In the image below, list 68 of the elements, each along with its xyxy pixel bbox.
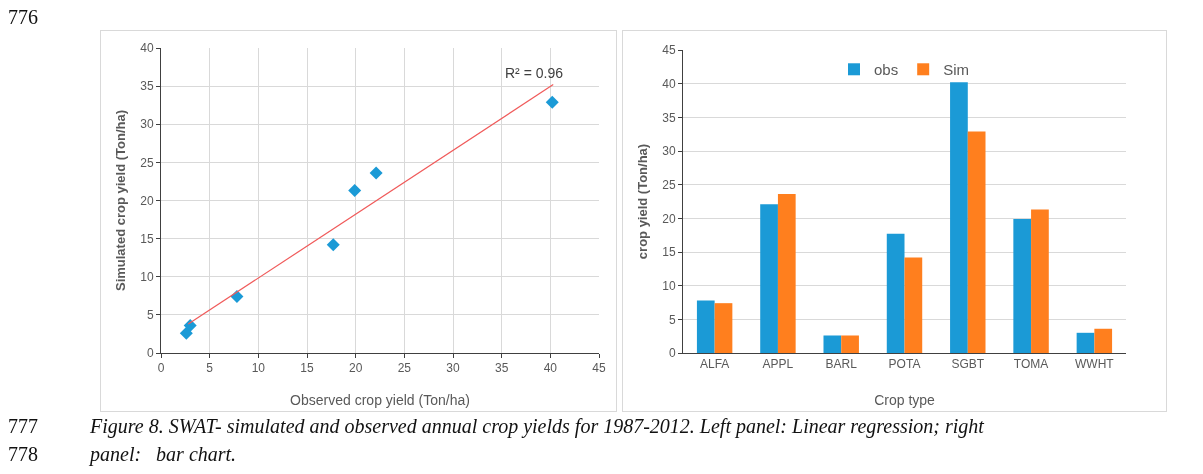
- bar: [760, 204, 778, 353]
- y-tick-label: 15: [140, 231, 154, 246]
- bar: [714, 303, 733, 353]
- bar: [823, 335, 842, 353]
- legend-label: Sim: [943, 61, 970, 79]
- x-tick-label: 35: [494, 361, 509, 376]
- bar: [1094, 328, 1113, 353]
- y-tick-label: 5: [146, 308, 154, 323]
- y-tick-label: 25: [140, 155, 154, 170]
- y-tick-label: 35: [662, 110, 676, 125]
- point: [326, 238, 340, 252]
- point: [545, 95, 559, 109]
- y-tick-label: 5: [668, 312, 676, 327]
- text: panel: bar chart.: [90, 442, 237, 468]
- text: 777: [8, 414, 39, 439]
- x-tick-label: SGBT: [951, 357, 985, 372]
- y-tick-label: 30: [140, 117, 154, 132]
- bar: [950, 82, 968, 353]
- bar: [886, 233, 905, 353]
- point: [369, 166, 383, 180]
- x-tick-label: 45: [592, 361, 606, 376]
- bar: [967, 131, 986, 353]
- y-tick-label: 10: [662, 278, 676, 293]
- y-axis-title: Simulated crop yield (Ton/ha): [113, 109, 128, 292]
- bar: [777, 194, 796, 353]
- x-tick-label: ALFA: [699, 357, 730, 372]
- y-tick-label: 10: [140, 269, 154, 284]
- y-tick-label: 40: [662, 76, 676, 91]
- bar: [1076, 332, 1095, 353]
- annotation: R² = 0.96: [505, 65, 564, 81]
- x-tick-label: 25: [397, 361, 412, 376]
- y-tick-label: 20: [140, 193, 154, 208]
- x-tick-label: TOMA: [1013, 357, 1049, 372]
- x-tick-label: 10: [251, 361, 266, 376]
- bar: [1013, 219, 1032, 353]
- x-tick-label: 15: [300, 361, 314, 376]
- x-tick-label: POTA: [888, 357, 921, 372]
- bar: [904, 257, 923, 353]
- point: [179, 326, 193, 340]
- bar: [696, 300, 715, 353]
- y-axis-title: crop yield (Ton/ha): [635, 143, 650, 260]
- x-tick-label: 40: [543, 361, 558, 376]
- legend-label: obs: [874, 61, 899, 79]
- x-tick-label: BARL: [825, 357, 858, 372]
- y-tick-label: 30: [662, 144, 676, 159]
- y-tick-label: 0: [146, 346, 154, 361]
- x-tick-label: 30: [446, 361, 460, 376]
- x-tick-label: 0: [157, 361, 165, 376]
- text: 778: [8, 442, 39, 467]
- y-tick-label: 0: [668, 346, 676, 361]
- x-axis-title: Observed crop yield (Ton/ha): [290, 392, 470, 408]
- x-tick-label: 5: [206, 361, 214, 376]
- point: [348, 184, 362, 198]
- x-tick-label: 20: [348, 361, 363, 376]
- y-tick-label: 45: [662, 43, 676, 58]
- y-tick-label: 25: [662, 177, 676, 192]
- caption: Figure 8. SWAT- simulated and observed annual crop yields for 1987-2012. Left panel: Linear regression; right: [90, 414, 984, 440]
- y-tick-label: 20: [662, 211, 676, 226]
- text: 776: [8, 6, 38, 29]
- bar: [1031, 209, 1049, 353]
- x-tick-label: WWHT: [1075, 357, 1115, 372]
- y-tick-label: 35: [140, 79, 154, 94]
- point: [183, 319, 197, 333]
- y-tick-label: 15: [662, 245, 676, 260]
- bar: [841, 335, 859, 353]
- x-tick-label: APPL: [762, 357, 794, 372]
- x-axis-title: Crop type: [874, 392, 936, 408]
- y-tick-label: 40: [140, 41, 154, 56]
